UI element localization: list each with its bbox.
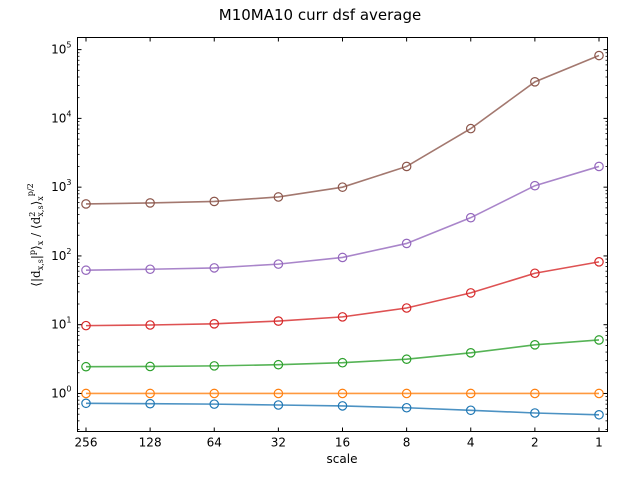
data-point — [594, 409, 604, 420]
data-point — [81, 320, 91, 331]
data-point — [465, 405, 476, 416]
data-point — [465, 123, 476, 134]
data-point — [145, 264, 155, 275]
data-point — [209, 361, 220, 371]
data-point — [209, 388, 220, 399]
data-point — [273, 400, 284, 410]
x-axis-label: scale — [327, 452, 358, 466]
data-point — [209, 196, 220, 207]
data-point — [337, 357, 348, 368]
y-tick-label: 100 — [51, 384, 71, 400]
data-point — [594, 335, 604, 345]
data-point — [465, 348, 476, 358]
data-point — [465, 288, 476, 298]
data-point — [401, 161, 412, 172]
x-tick-label: 32 — [271, 436, 286, 450]
data-point — [337, 312, 348, 322]
data-point — [594, 50, 604, 61]
x-tick-label: 2 — [531, 436, 539, 450]
x-tick-label: 256 — [75, 436, 98, 450]
y-tick-label: 105 — [51, 41, 71, 57]
x-tick-label: 128 — [139, 436, 162, 450]
plot-frame — [77, 37, 608, 432]
data-point — [465, 388, 476, 399]
data-point — [530, 77, 540, 87]
data-point — [594, 161, 604, 172]
data-point — [530, 408, 540, 418]
data-point — [337, 401, 348, 411]
data-point — [273, 192, 284, 202]
y-axis-label: ⟨|dx,s|p⟩x / ⟨d2x,s⟩xp/2 — [26, 183, 45, 286]
data-point — [594, 257, 604, 267]
chart-title: M10MA10 curr dsf average — [219, 6, 421, 24]
series-line — [85, 54, 600, 205]
x-tick-label: 64 — [207, 436, 222, 450]
data-point — [209, 399, 220, 409]
data-point — [145, 388, 155, 399]
series-line — [85, 402, 600, 416]
data-point — [337, 252, 348, 263]
data-point — [337, 388, 348, 399]
data-point — [273, 316, 284, 326]
data-point — [530, 340, 540, 350]
data-point — [401, 238, 412, 249]
data-point — [145, 398, 155, 409]
x-tick-label: 4 — [467, 436, 475, 450]
series-line — [85, 339, 600, 368]
data-point — [401, 303, 412, 313]
data-point — [530, 388, 540, 399]
data-point — [273, 359, 284, 370]
series-line — [85, 165, 600, 272]
data-point — [273, 259, 284, 269]
data-point — [81, 388, 91, 399]
data-point — [145, 198, 155, 208]
data-point — [465, 212, 476, 223]
data-point — [401, 354, 412, 365]
x-tick-label: 16 — [335, 436, 350, 450]
data-point — [594, 388, 604, 399]
data-point — [401, 388, 412, 399]
data-point — [209, 319, 220, 329]
x-tick-label: 8 — [403, 436, 411, 450]
y-tick-label: 101 — [51, 316, 71, 332]
data-point — [337, 182, 348, 192]
data-point — [145, 361, 155, 372]
svg-text:⟨|dx,s|p⟩x / ⟨d2x,s⟩xp/2: ⟨|dx,s|p⟩x / ⟨d2x,s⟩xp/2 — [26, 183, 45, 286]
y-tick-label: 103 — [51, 178, 71, 194]
data-point — [81, 199, 91, 209]
data-point — [145, 320, 155, 330]
data-point — [81, 398, 91, 409]
x-tick-label: 1 — [595, 436, 603, 450]
y-tick-label: 102 — [51, 247, 71, 263]
data-point — [273, 388, 284, 399]
data-point — [81, 265, 91, 276]
data-point — [401, 402, 412, 413]
series-line — [85, 261, 600, 327]
y-tick-label: 104 — [51, 109, 71, 125]
data-point — [530, 268, 540, 279]
data-point — [209, 263, 220, 273]
data-point — [530, 180, 540, 191]
data-point — [81, 361, 91, 372]
